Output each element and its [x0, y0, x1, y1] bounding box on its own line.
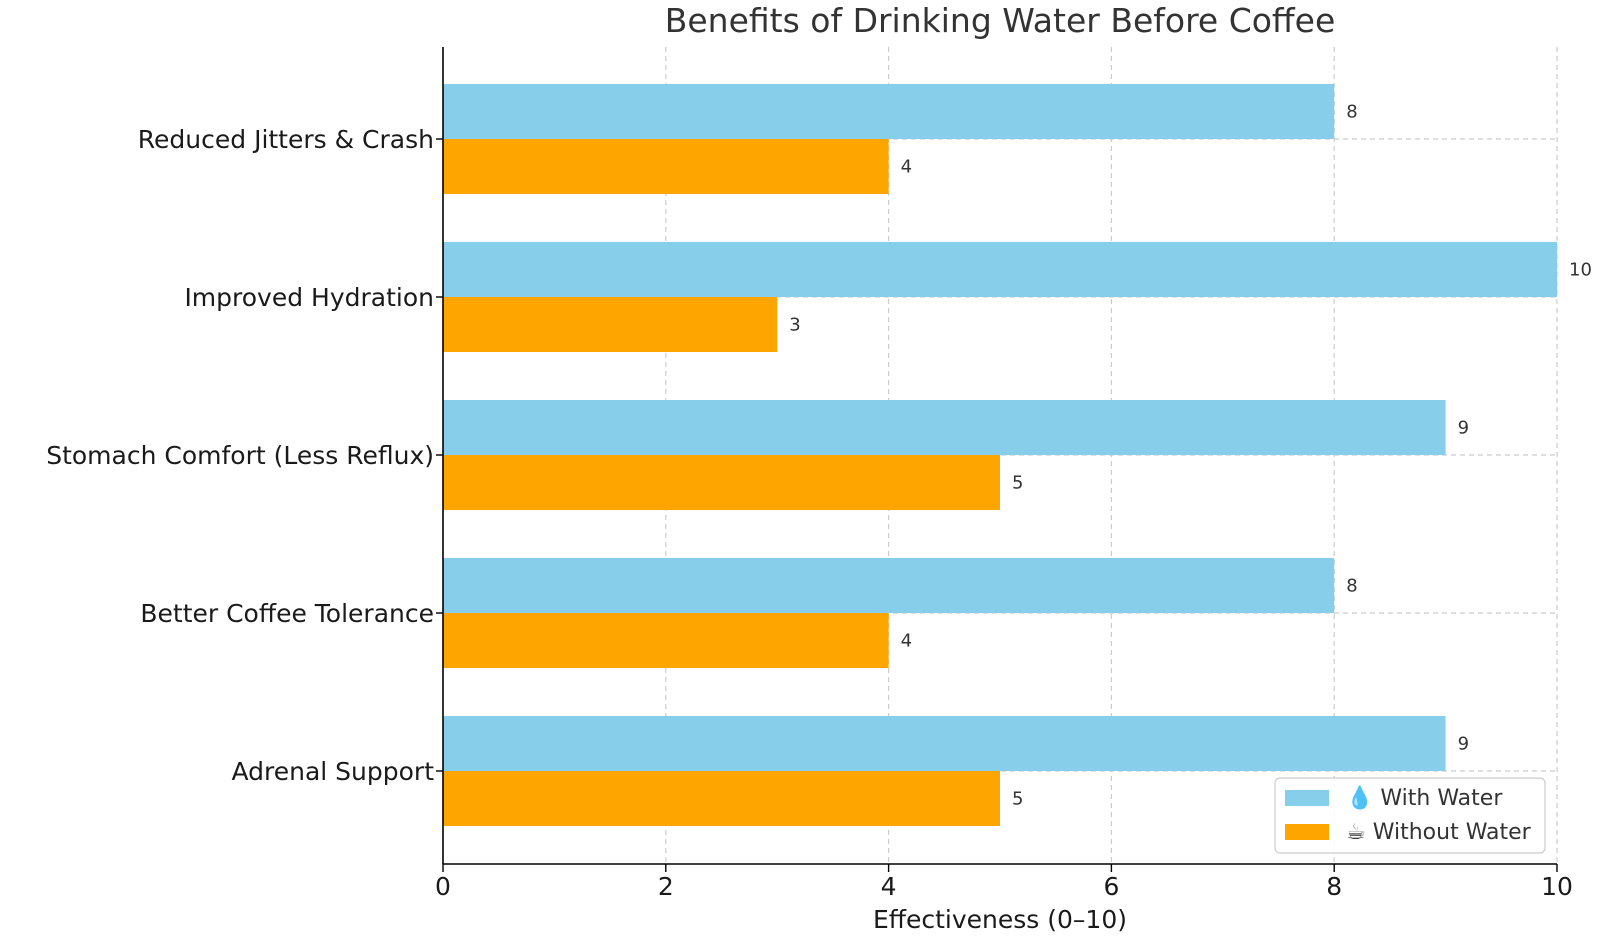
data-label-without-water-adrenal-support: 5	[1012, 789, 1023, 810]
x-tick-label: 8	[1326, 872, 1342, 901]
category-label-adrenal-support: Adrenal Support	[231, 757, 434, 786]
bars	[443, 84, 1557, 826]
legend: 💧 With Water ☕ Without Water	[1274, 777, 1546, 854]
x-tick-label: 0	[435, 872, 451, 901]
data-label-without-water-improved-hydration: 3	[789, 315, 800, 336]
category-label-stomach-comfort-less-reflux: Stomach Comfort (Less Reflux)	[46, 441, 434, 470]
data-label-with-water-stomach-comfort-less-reflux: 9	[1458, 418, 1469, 439]
category-label-improved-hydration: Improved Hydration	[184, 283, 434, 312]
data-label-with-water-reduced-jitters-crash: 8	[1346, 102, 1357, 123]
value-labels: 8 4 10 3 9 5 8 4 9 5	[789, 102, 1592, 810]
bar-without-water-adrenal-support	[443, 771, 1000, 826]
legend-box	[1274, 777, 1546, 854]
data-label-with-water-better-coffee-tolerance: 8	[1346, 576, 1357, 597]
data-label-without-water-better-coffee-tolerance: 4	[901, 631, 912, 652]
legend-label-without-water: ☕ Without Water	[1346, 820, 1532, 845]
legend-label-with-water: 💧 With Water	[1346, 785, 1503, 811]
x-axis-title: Effectiveness (0–10)	[873, 905, 1127, 934]
x-ticks: 0 2 4 6 8 10	[435, 864, 1573, 901]
data-label-without-water-reduced-jitters-crash: 4	[901, 157, 912, 178]
legend-swatch-with-water	[1285, 790, 1329, 806]
x-tick-label: 4	[881, 872, 897, 901]
category-label-reduced-jitters-crash: Reduced Jitters & Crash	[138, 125, 434, 154]
data-label-without-water-stomach-comfort-less-reflux: 5	[1012, 473, 1023, 494]
x-tick-label: 2	[658, 872, 674, 901]
bar-with-water-stomach-comfort-less-reflux	[443, 400, 1446, 455]
x-tick-label: 10	[1541, 872, 1573, 901]
bar-with-water-better-coffee-tolerance	[443, 558, 1335, 613]
bar-with-water-reduced-jitters-crash	[443, 84, 1335, 139]
bar-without-water-better-coffee-tolerance	[443, 613, 889, 668]
bar-without-water-stomach-comfort-less-reflux	[443, 455, 1000, 510]
category-labels: Reduced Jitters & Crash Improved Hydratio…	[46, 125, 443, 786]
data-label-with-water-adrenal-support: 9	[1458, 734, 1469, 755]
data-label-with-water-improved-hydration: 10	[1569, 260, 1592, 281]
category-label-better-coffee-tolerance: Better Coffee Tolerance	[140, 599, 434, 628]
legend-swatch-without-water	[1285, 824, 1329, 840]
bar-with-water-improved-hydration	[443, 242, 1557, 297]
x-tick-label: 6	[1103, 872, 1119, 901]
chart-title: Benefits of Drinking Water Before Coffee	[665, 1, 1336, 40]
bar-without-water-reduced-jitters-crash	[443, 139, 889, 194]
bar-with-water-adrenal-support	[443, 716, 1446, 771]
bar-without-water-improved-hydration	[443, 297, 778, 352]
